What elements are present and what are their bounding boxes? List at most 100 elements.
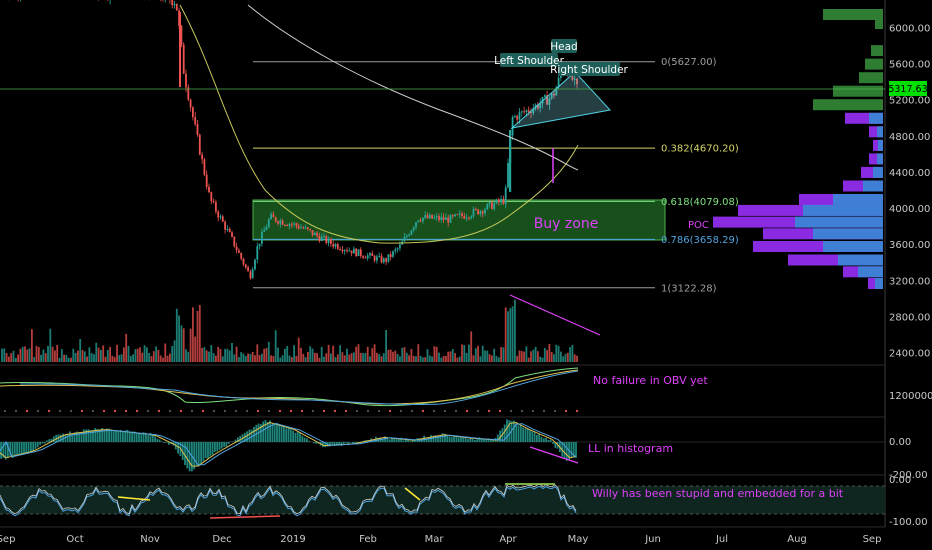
volume-bar [104,356,107,362]
candle-body [274,217,277,222]
candle-body [288,224,291,226]
volume-bar [447,351,450,362]
candle-body [520,111,523,113]
volume-bar [31,329,33,362]
volume-bar [463,345,466,362]
volume-bar [520,351,523,362]
candle-body [201,154,203,160]
volume-bar [228,350,231,362]
price-tick: 2400.00 [889,349,930,360]
candle-body [369,253,371,256]
time-axis: Sep Oct Nov Dec 2019 Feb Mar Apr May Jun Jul Aug Sep [0,534,881,545]
candle-body [532,108,535,114]
profile-bar-part [858,266,883,278]
profile-bar-part [877,153,883,165]
volume-bar [371,348,374,362]
volume-bar [288,355,291,362]
volume-bar [419,355,422,362]
moving-average-long [247,4,579,171]
volume-bar [394,350,397,362]
candle-body [341,249,344,252]
volume-bar [525,346,528,362]
candle-body [463,216,466,219]
volume-bar [182,328,185,362]
candle-body [359,249,362,256]
volume-bar [297,337,300,362]
profile-bar [869,153,883,165]
candle-body [238,250,240,253]
volume-bar [477,345,479,362]
volume-bar [180,325,183,362]
candle-body [548,98,551,105]
volume-bar [81,349,84,362]
volume-bar [454,353,456,362]
price-tick: 4000.00 [889,204,930,215]
volume-bar [5,353,8,362]
fib-label: 1(3122.28) [661,283,717,294]
volume-bar [311,348,314,362]
volume-bar [376,352,378,362]
fib-label: 0.382(4670.20) [661,144,739,155]
candle-body [205,174,208,187]
volume-bar [550,352,553,362]
volume-bar [109,346,111,362]
volume-bar [438,352,440,362]
candle-body [334,244,337,247]
volume-bar [175,308,178,362]
candle-body [279,220,282,224]
candle-body [392,251,394,257]
profile-bar-part [833,194,883,205]
profile-bar [869,126,883,138]
candle-body [412,227,415,231]
candle-body [509,130,512,192]
candle-body [378,255,381,257]
volume-bar [12,350,15,362]
head-shoulders-triangle [510,71,611,129]
candle-body [272,214,275,218]
candle-body [426,215,429,219]
volume-bar [63,354,65,362]
svg-text:Right Shoulder: Right Shoulder [550,64,628,76]
obv-pane [0,367,579,413]
candle-body [173,3,176,6]
volume-bar [389,349,392,362]
volume-bar [136,348,139,362]
volume-bar [518,350,521,362]
candle-body [316,232,318,236]
candle-body [415,222,417,228]
candle-body [573,78,576,80]
candle-body [249,271,252,279]
candle-body [233,236,236,247]
candle-body [405,235,408,237]
profile-bar-part [863,180,883,192]
candle-body [362,256,364,258]
volume-bar [148,352,151,362]
volume-bar [401,347,404,362]
volume-bar [187,351,190,362]
volume-bar [258,355,261,362]
volume-bar [362,353,364,362]
price-tick: 3200.00 [889,276,930,287]
candle-body [422,217,424,222]
volume-bar [364,353,367,362]
volume-bar [514,299,516,362]
volume-bar [21,346,24,362]
candle-body [403,237,406,242]
profile-bar [813,99,883,111]
volume-bar [302,353,305,362]
candle-body [470,216,473,218]
volume-bar [346,348,348,362]
volume-bar [125,333,128,362]
candle-body [396,248,399,250]
volume-bar [373,344,376,362]
buy-zone [252,199,666,241]
obv-tick: 1200000.00 [889,391,932,402]
volume-bar [387,349,390,362]
volume-bar [169,353,171,362]
candle-body [440,216,443,220]
volume-bar [541,357,544,362]
volume-bar [54,350,56,362]
volume-bar [238,357,240,362]
